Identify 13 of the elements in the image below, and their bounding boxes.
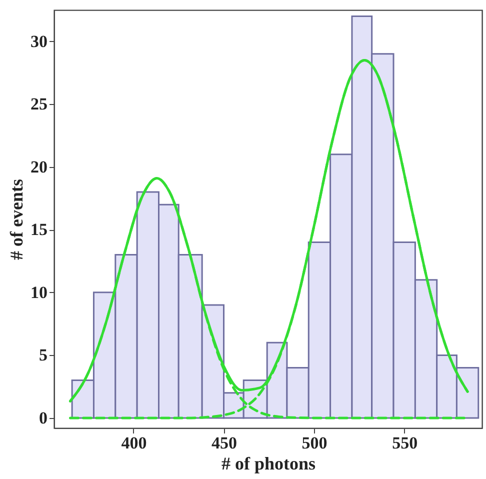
x-tick-label: 450: [212, 434, 238, 452]
x-axis-title: # of photons: [221, 454, 316, 474]
y-tick-label: 20: [30, 157, 48, 176]
y-axis-title: # of events: [6, 179, 26, 260]
y-tick-label: 10: [30, 282, 48, 302]
x-tick-label: 550: [392, 434, 418, 452]
x-tick-label: 400: [121, 434, 147, 452]
y-tick-label: 25: [30, 94, 48, 114]
x-tick-label: 500: [302, 434, 328, 452]
y-tick-label: 15: [30, 220, 48, 240]
y-tick-label: 30: [30, 32, 48, 51]
y-tick-label: 5: [39, 346, 48, 365]
y-tick-label: 0: [39, 408, 48, 428]
